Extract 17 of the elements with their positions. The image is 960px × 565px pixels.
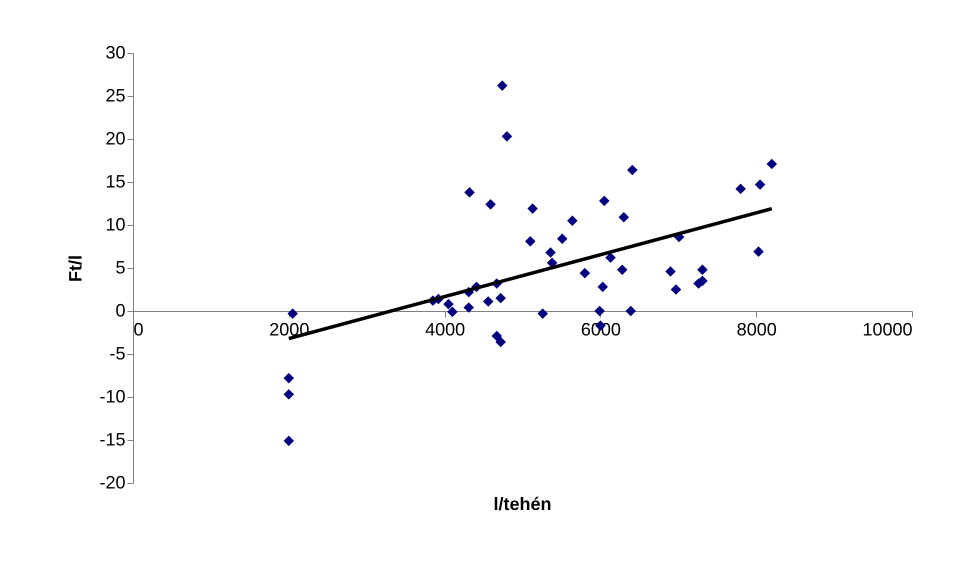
y-tick-label: 25	[105, 86, 126, 106]
x-tick-label: 0	[134, 320, 144, 340]
y-tick-label: -15	[99, 430, 126, 450]
y-tick-label: -20	[99, 472, 126, 492]
y-tick-label: 5	[115, 258, 126, 278]
y-tick-label: 20	[105, 128, 126, 148]
x-tick-label: 10000	[862, 320, 912, 340]
y-tick-label: 15	[105, 172, 126, 192]
y-tick-label: -10	[99, 386, 126, 406]
y-axis-title: Ft/l	[65, 255, 86, 282]
y-tick-label: 10	[105, 214, 126, 234]
y-tick-label: 0	[115, 300, 126, 320]
x-tick-label: 8000	[736, 320, 777, 340]
x-tick-label: 4000	[425, 320, 466, 340]
y-tick-label: -5	[109, 344, 126, 364]
x-axis-title: l/tehén	[493, 494, 552, 514]
y-tick-label: 30	[105, 42, 126, 62]
